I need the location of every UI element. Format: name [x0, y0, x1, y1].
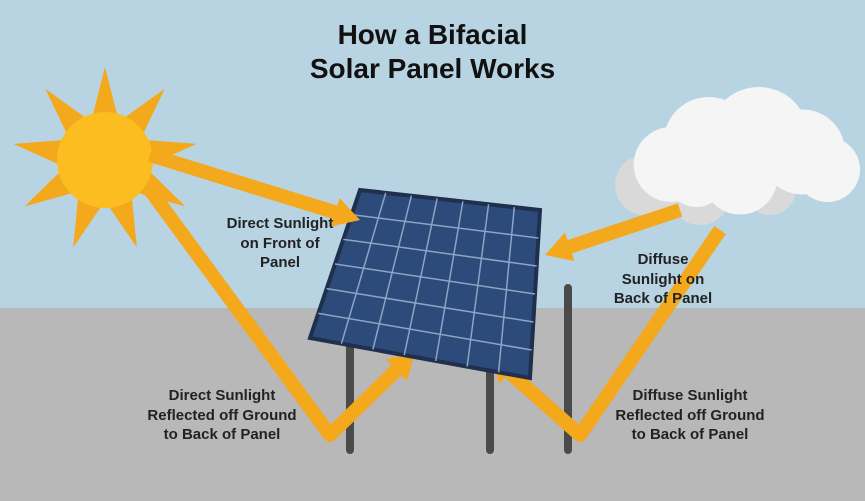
label-direct-front: Direct Sunlighton Front ofPanel [200, 214, 360, 273]
label-diffuse-back: DiffuseSunlight onBack of Panel [588, 250, 738, 309]
title-line2: Solar Panel Works [310, 53, 555, 84]
diagram-title: How a Bifacial Solar Panel Works [0, 18, 865, 85]
title-line1: How a Bifacial [338, 19, 528, 50]
label-diffuse-reflected: Diffuse SunlightReflected off Groundto B… [590, 386, 790, 445]
label-direct-reflected: Direct SunlightReflected off Groundto Ba… [122, 386, 322, 445]
